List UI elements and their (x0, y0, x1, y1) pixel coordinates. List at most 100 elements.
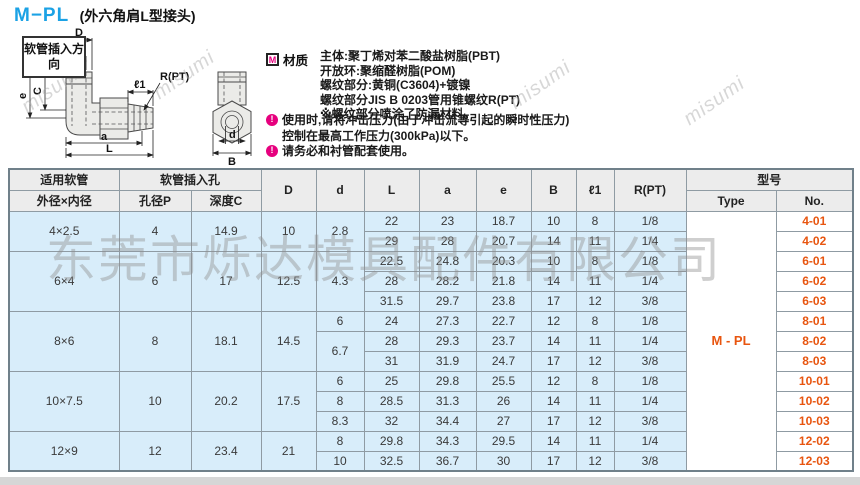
cell-hole-p: 12 (118, 430, 192, 472)
cell-d: 6 (315, 370, 365, 392)
cell-rpt: 1/8 (613, 310, 687, 332)
dim-label-e: e (17, 93, 29, 99)
cell-L: 28 (363, 330, 420, 352)
note-item: ! 使用时,请将冲击压力(由于冲击流等引起的瞬时性压力) (266, 113, 569, 129)
dim-label-l1: ℓ1 (134, 79, 146, 91)
header-tube-sub: 外径×内径 (8, 189, 120, 212)
cell-e: 30 (475, 450, 532, 472)
cell-model-no: 8-02 (775, 330, 854, 352)
cell-L: 28.5 (363, 390, 420, 412)
cell-rpt: 3/8 (613, 410, 687, 432)
dim-label-D: D (75, 27, 83, 39)
cell-d: 4.3 (315, 250, 365, 312)
material-line: 螺纹部分JIS B 0203管用锥螺纹R(PT) (320, 92, 521, 107)
cell-l1: 11 (575, 430, 615, 452)
material-line: ※螺纹部分喷涂了防漏材料。 (320, 107, 476, 122)
cell-hole-p: 6 (118, 250, 192, 312)
cell-B: 17 (530, 410, 577, 432)
cell-d: 8 (315, 430, 365, 452)
cell-D: 21 (260, 430, 317, 472)
page-subtitle: (外六角肩L型接头) (79, 8, 196, 24)
cell-e: 24.7 (475, 350, 532, 372)
cell-rpt: 3/8 (613, 450, 687, 472)
header-model: 型号 (685, 168, 854, 191)
header-B: B (530, 168, 577, 212)
cell-a: 31.3 (418, 390, 477, 412)
cell-e: 21.8 (475, 270, 532, 292)
table-row: 8.3 32 34.4 27 17 12 3/8 10-03 (9, 410, 854, 432)
header-type: Type (685, 189, 777, 212)
cell-B: 14 (530, 390, 577, 412)
cell-L: 31.5 (363, 290, 420, 312)
cell-e: 29.5 (475, 430, 532, 452)
cell-rpt: 1/4 (613, 430, 687, 452)
table-row: 31 31.9 24.7 17 12 3/8 8-03 (9, 350, 854, 372)
insertion-direction-label: 软管插入方向 (22, 36, 86, 78)
cell-rpt: 1/8 (613, 210, 687, 232)
cell-model-no: 12-03 (775, 450, 854, 472)
table-row: 10 32.5 36.7 30 17 12 3/8 12-03 (9, 450, 854, 472)
cell-model-no: 10-03 (775, 410, 854, 432)
cell-d: 6 (315, 310, 365, 332)
cell-l1: 8 (575, 370, 615, 392)
table-row: 10×7.5 10 20.2 17.5 6 25 29.8 25.5 12 8 1/8 10-01 (8, 370, 854, 432)
cell-B: 17 (530, 450, 577, 472)
cell-depth-c: 14.9 (190, 210, 262, 252)
cell-e: 22.7 (475, 310, 532, 332)
cell-hole-p: 8 (118, 310, 192, 372)
cell-l1: 11 (575, 330, 615, 352)
material-line: 开放环:聚缩醛树脂(POM) (320, 63, 456, 78)
material-lines: 主体:聚丁烯对苯二酸盐树脂(PBT) 开放环:聚缩醛树脂(POM) 螺纹部分:黄… (320, 49, 520, 122)
cell-L: 24 (363, 310, 420, 332)
cell-l1: 12 (575, 290, 615, 312)
cell-model-no: 6-01 (775, 250, 854, 272)
cell-B: 14 (530, 330, 577, 352)
cell-depth-c: 18.1 (190, 310, 262, 372)
cell-rpt: 1/8 (613, 250, 687, 272)
cell-e: 23.8 (475, 290, 532, 312)
cell-L: 22.5 (363, 250, 420, 272)
cell-L: 29 (363, 230, 420, 252)
cell-B: 14 (530, 430, 577, 452)
cell-a: 31.9 (418, 350, 477, 372)
cell-L: 31 (363, 350, 420, 372)
note-text: 使用时,请将冲击压力(由于冲击流等引起的瞬时性压力) (282, 113, 570, 127)
cell-l1: 8 (575, 250, 615, 272)
cell-L: 22 (363, 210, 420, 232)
header-row-1: 适用软管 软管插入孔 D d L a e B ℓ1 R(PT) 型号 (8, 168, 854, 212)
table-row: 6×4 6 17 12.5 4.3 22.5 24.8 20.3 10 8 1/8 6-01 (8, 250, 854, 312)
cell-rpt: 1/8 (613, 370, 687, 392)
header-tube: 适用软管 (8, 168, 120, 191)
cell-rpt: 3/8 (613, 290, 687, 312)
cell-tube-size: 10×7.5 (8, 370, 120, 432)
header-L: L (363, 168, 420, 212)
cell-e: 25.5 (475, 370, 532, 392)
cell-e: 27 (475, 410, 532, 432)
material-line: 主体:聚丁烯对苯二酸盐树脂(PBT) (320, 49, 500, 63)
table-row: 8×6 8 18.1 14.5 6 24 27.3 22.7 12 8 1/8 8-01 (8, 310, 854, 372)
cell-a: 34.3 (418, 430, 477, 452)
cell-L: 25 (363, 370, 420, 392)
material-header: M 材质 (266, 50, 308, 69)
header-hole-p: 孔径P (118, 189, 192, 212)
cell-a: 28 (418, 230, 477, 252)
cell-e: 23.7 (475, 330, 532, 352)
cell-tube-size: 12×9 (8, 430, 120, 472)
cell-B: 17 (530, 290, 577, 312)
cell-l1: 11 (575, 270, 615, 292)
cell-depth-c: 17 (190, 250, 262, 312)
page-title: M−PL (14, 5, 70, 26)
header-d: d (315, 168, 365, 212)
header-e: e (475, 168, 532, 212)
cell-a: 34.4 (418, 410, 477, 432)
dim-label-L: L (106, 143, 113, 155)
cell-type: M - PL (685, 210, 777, 472)
cell-e: 26 (475, 390, 532, 412)
notes-section: ! 使用时,请将冲击压力(由于冲击流等引起的瞬时性压力) 控制在最高工作压力(3… (266, 113, 569, 160)
cell-D: 17.5 (260, 370, 317, 432)
table-row: 28 28.2 21.8 14 11 1/4 6-02 (9, 270, 854, 292)
header-D: D (260, 168, 317, 212)
cell-l1: 11 (575, 230, 615, 252)
cell-model-no: 10-02 (775, 390, 854, 412)
